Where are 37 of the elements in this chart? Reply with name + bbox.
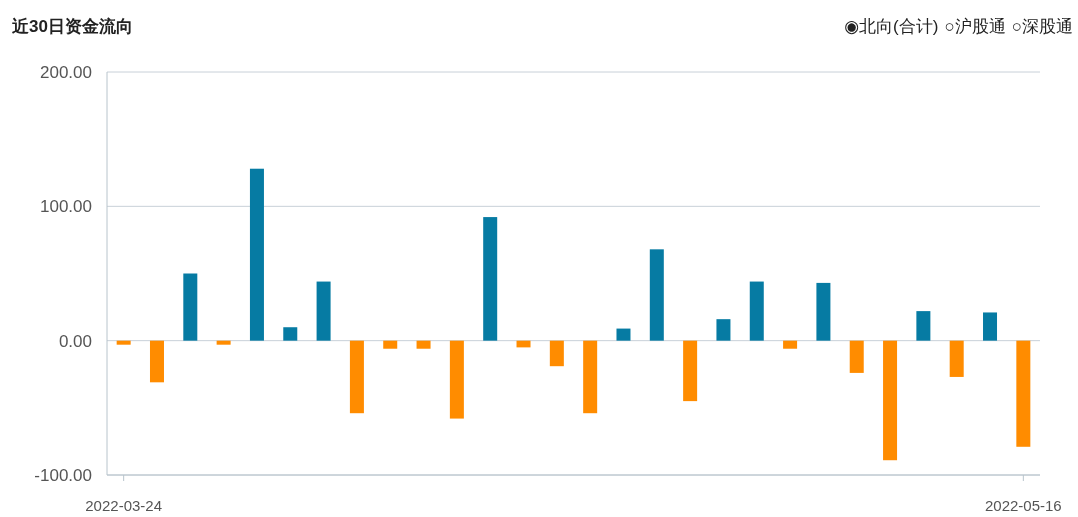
bar <box>783 340 798 349</box>
x-tick-label: 2022-05-16 <box>984 497 1062 514</box>
bar <box>149 340 164 383</box>
bar <box>749 281 764 341</box>
bar <box>483 217 498 341</box>
text: ○深股通 <box>1011 17 1073 36</box>
bar <box>683 340 698 402</box>
text: ◉北向(合计) <box>844 17 939 36</box>
bar <box>549 340 564 367</box>
y-tick-label: 0.00 <box>58 331 92 351</box>
bar <box>649 249 664 341</box>
bar <box>216 340 231 345</box>
bar <box>949 340 964 377</box>
y-tick-label: -100.00 <box>34 466 92 485</box>
bar <box>383 340 398 349</box>
text: ○沪股通 <box>944 17 1006 36</box>
y-tick-label: 200.00 <box>40 63 92 82</box>
chart-title: 近30日资金流向 <box>11 17 133 36</box>
bar <box>349 340 364 414</box>
bar <box>583 340 598 414</box>
bar <box>849 340 864 373</box>
bar <box>183 273 198 341</box>
bar <box>283 327 298 341</box>
bar <box>883 340 898 461</box>
bar <box>816 282 831 341</box>
bar <box>316 281 331 341</box>
y-tick-label: 100.00 <box>40 197 92 217</box>
bar <box>1016 340 1031 447</box>
bar <box>916 311 931 341</box>
bar <box>449 340 464 419</box>
bar <box>116 340 131 345</box>
bar <box>983 312 998 341</box>
bar <box>416 340 431 349</box>
bar <box>616 328 631 341</box>
x-tick-label: 2022-03-24 <box>85 497 163 514</box>
bar <box>716 319 731 341</box>
bar <box>249 168 264 341</box>
